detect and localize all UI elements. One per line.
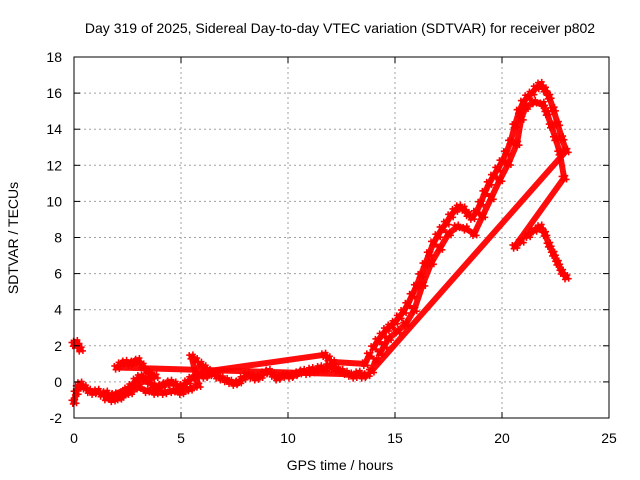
data-band [329, 351, 373, 367]
data-band [197, 351, 332, 375]
y-tick-label: 14 [46, 121, 62, 137]
data-band [103, 357, 159, 403]
tick-labels: 0 5 10 15 20 25 -2 0 2 4 6 8 10 12 14 16 18 [46, 49, 617, 446]
y-tick-label: 18 [46, 49, 62, 65]
y-tick-label: 4 [54, 302, 62, 318]
x-tick-label: 25 [601, 430, 617, 446]
data-band [377, 99, 568, 356]
chart-title: Day 319 of 2025, Sidereal Day-to-day VTE… [85, 20, 595, 36]
data-points [68, 78, 572, 407]
x-tick-label: 15 [387, 430, 403, 446]
x-tick-label: 0 [70, 430, 78, 446]
y-tick-label: 2 [54, 338, 62, 354]
y-tick-label: -2 [50, 410, 63, 426]
x-tick-label: 20 [494, 430, 510, 446]
y-tick-label: 6 [54, 266, 62, 282]
data-band [71, 339, 84, 353]
x-axis-label: GPS time / hours [287, 457, 394, 473]
y-tick-label: 8 [54, 230, 62, 246]
y-tick-label: 0 [54, 374, 62, 390]
data-band [118, 353, 202, 400]
y-axis-label: SDTVAR / TECUs [5, 182, 21, 294]
plot-frame [73, 56, 610, 419]
data-band [524, 223, 570, 281]
y-tick-label: 16 [46, 85, 62, 101]
y-tick-label: 12 [46, 157, 62, 173]
x-tick-label: 5 [177, 430, 185, 446]
x-tick-label: 10 [280, 430, 296, 446]
y-tick-label: 10 [46, 193, 62, 209]
data-band [368, 81, 570, 375]
